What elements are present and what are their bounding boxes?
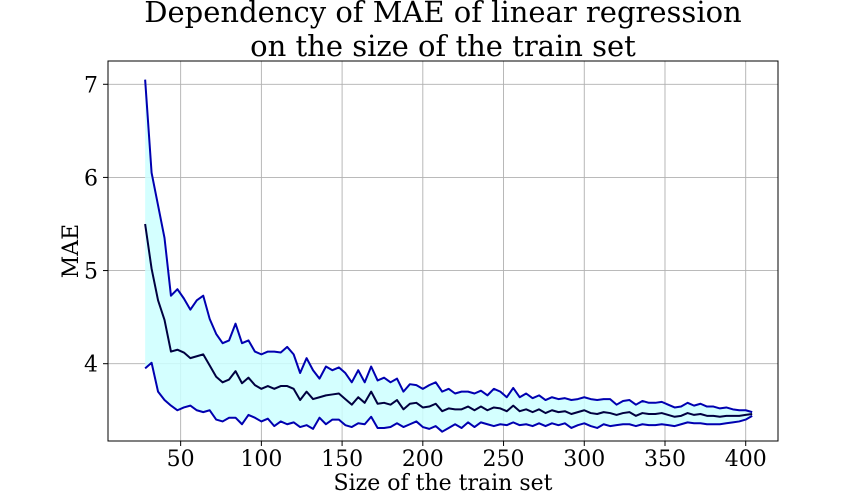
x-tick-label: 50: [167, 447, 195, 472]
x-tick-label: 200: [402, 447, 444, 472]
x-tick-label: 150: [321, 447, 363, 472]
y-axis-label: MAE: [59, 224, 84, 278]
series-line-mean: [144, 223, 753, 418]
confidence-band: [145, 79, 753, 432]
y-tick-label: 5: [84, 260, 98, 285]
series-line-upper: [144, 79, 753, 414]
y-tick-label: 4: [84, 353, 98, 378]
x-tick-label: 350: [644, 447, 686, 472]
y-axis-ticks: 4 5 6 7: [84, 73, 108, 378]
y-tick-label: 7: [84, 73, 98, 98]
x-tick-label: 300: [563, 447, 605, 472]
y-tick-label: 6: [84, 166, 98, 191]
grid: [108, 61, 778, 441]
x-axis-label: Size of the train set: [334, 471, 553, 496]
chart-title-line-1: Dependency of MAE of linear regression: [144, 0, 741, 29]
x-axis-ticks: 50 100 150 200 250 300 350 400: [167, 441, 767, 472]
plot-area: [144, 79, 753, 433]
series-line-lower: [144, 361, 753, 433]
plot-frame: [107, 60, 779, 442]
x-tick-label: 400: [725, 447, 767, 472]
x-tick-label: 100: [240, 447, 282, 472]
chart-title-line-2: on the size of the train set: [250, 29, 636, 63]
x-tick-label: 250: [483, 447, 525, 472]
